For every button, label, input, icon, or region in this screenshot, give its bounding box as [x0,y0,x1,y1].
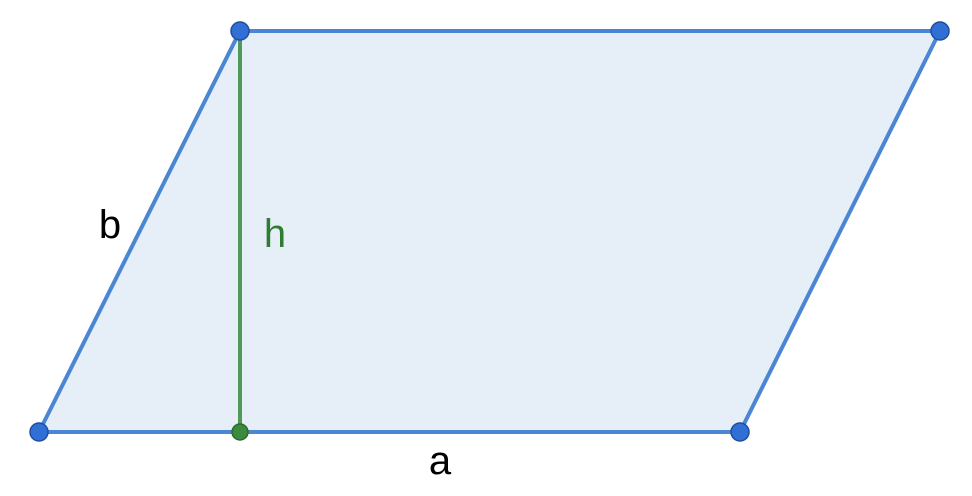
vertex-top-left [230,21,250,41]
label-side-b: b [99,203,121,247]
label-side-a: a [429,439,452,483]
vertex-bottom-right [730,422,750,442]
parallelogram-fill [39,31,940,432]
label-height-h: h [264,212,286,256]
vertex-top-right [930,21,950,41]
height-foot-point [231,423,249,441]
edge-right [738,29,942,434]
vertex-bottom-left [29,422,49,442]
edge-left [37,29,242,434]
